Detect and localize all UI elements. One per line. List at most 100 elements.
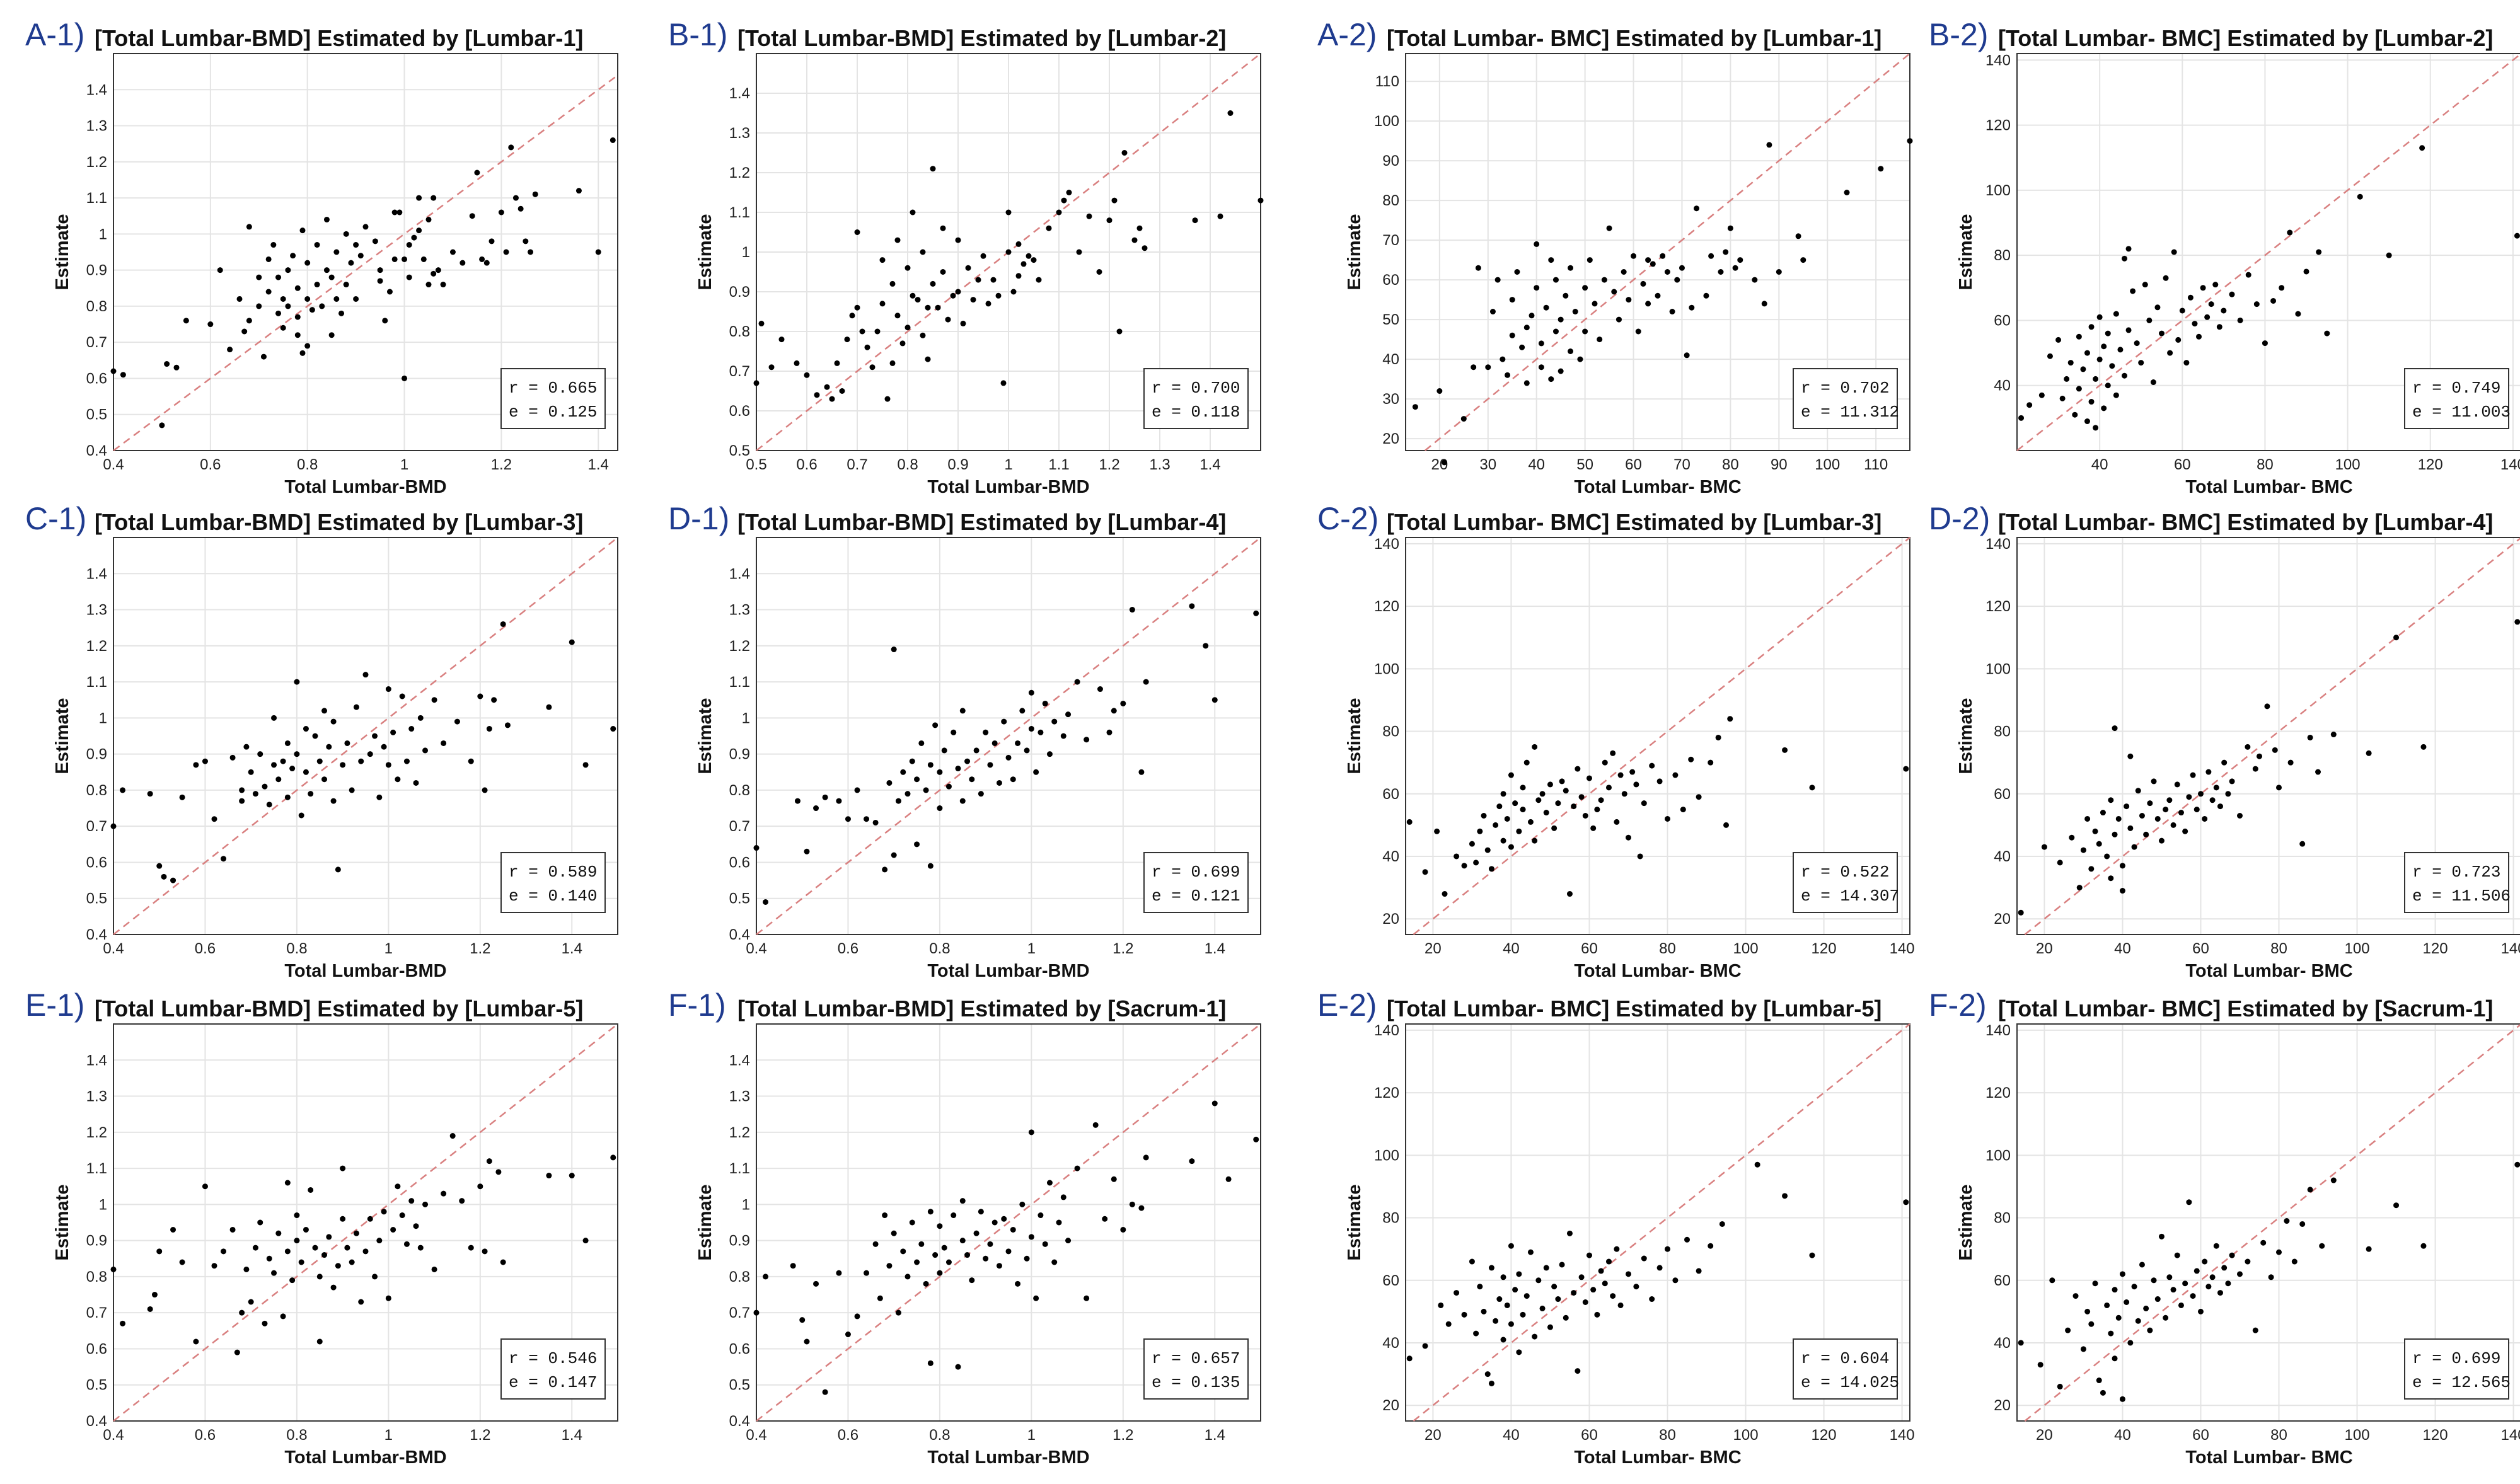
data-point bbox=[1605, 785, 1612, 791]
data-point bbox=[2088, 1321, 2095, 1327]
stat-r-value: r = 0.665 bbox=[509, 379, 597, 398]
data-point bbox=[299, 227, 306, 234]
data-point bbox=[1024, 1255, 1030, 1262]
data-point bbox=[1442, 459, 1448, 466]
data-point bbox=[1445, 1321, 1452, 1327]
data-point bbox=[923, 1280, 929, 1287]
x-tick-label: 50 bbox=[1576, 456, 1593, 473]
data-point bbox=[159, 422, 165, 429]
data-point bbox=[758, 320, 765, 326]
data-point bbox=[2093, 425, 2099, 431]
data-point bbox=[266, 802, 272, 808]
data-point bbox=[239, 787, 245, 793]
x-tick-label: 100 bbox=[2345, 940, 2370, 957]
data-point bbox=[316, 1274, 323, 1280]
data-point bbox=[937, 805, 943, 812]
data-point bbox=[1010, 289, 1017, 295]
data-point bbox=[1637, 853, 1643, 860]
data-point bbox=[372, 238, 378, 244]
data-point bbox=[990, 277, 997, 283]
y-tick-label: 0.7 bbox=[86, 818, 107, 835]
data-point bbox=[1551, 825, 1558, 831]
data-point bbox=[2076, 885, 2083, 891]
data-point bbox=[285, 267, 291, 273]
data-point bbox=[2125, 327, 2132, 333]
y-tick-label: 50 bbox=[1382, 311, 1399, 328]
data-point bbox=[2212, 282, 2219, 288]
data-point bbox=[1566, 1230, 1573, 1236]
data-point bbox=[1641, 1255, 1647, 1262]
data-point bbox=[2018, 1340, 2024, 1346]
data-point bbox=[1116, 328, 1123, 335]
data-point bbox=[1684, 352, 1690, 359]
data-point bbox=[1074, 1165, 1080, 1171]
stats-legend-box bbox=[1143, 852, 1249, 913]
data-point bbox=[2170, 822, 2176, 828]
data-point bbox=[459, 260, 466, 266]
data-point bbox=[323, 216, 330, 222]
data-point bbox=[1641, 800, 1647, 807]
identity-reference-line bbox=[2024, 537, 2520, 935]
data-point bbox=[221, 1248, 227, 1255]
data-point bbox=[294, 679, 300, 685]
y-tick-label: 120 bbox=[1374, 1084, 1399, 1101]
y-axis-label: Estimate bbox=[1344, 1185, 1365, 1261]
data-point bbox=[2393, 1202, 2400, 1209]
data-point bbox=[503, 249, 509, 255]
data-point bbox=[441, 740, 447, 746]
data-point bbox=[582, 762, 589, 768]
data-point bbox=[753, 1309, 760, 1316]
data-point bbox=[417, 715, 424, 721]
data-point bbox=[2200, 285, 2206, 291]
data-point bbox=[824, 384, 830, 390]
data-point bbox=[937, 769, 943, 775]
data-point bbox=[2105, 330, 2111, 336]
data-point bbox=[1475, 265, 1481, 271]
data-point bbox=[335, 866, 341, 873]
data-point bbox=[284, 794, 291, 800]
identity-reference-line bbox=[1413, 1023, 1910, 1422]
data-point bbox=[2174, 781, 2180, 788]
data-point bbox=[955, 766, 961, 772]
data-point bbox=[2088, 324, 2095, 330]
data-point bbox=[927, 1360, 933, 1366]
data-point bbox=[221, 856, 227, 862]
data-point bbox=[2130, 288, 2136, 294]
data-point bbox=[1028, 1234, 1034, 1240]
data-point bbox=[918, 1241, 925, 1247]
axes-frame bbox=[113, 1023, 618, 1422]
data-point bbox=[402, 375, 408, 381]
data-point bbox=[477, 693, 483, 699]
data-point bbox=[2186, 794, 2192, 800]
data-point bbox=[955, 289, 961, 295]
data-point bbox=[970, 297, 976, 303]
data-point bbox=[1523, 380, 1530, 386]
data-point bbox=[1672, 1277, 1679, 1284]
data-point bbox=[1578, 1274, 1585, 1280]
data-point bbox=[284, 1248, 291, 1255]
data-point bbox=[357, 253, 364, 259]
data-point bbox=[546, 704, 552, 710]
data-point bbox=[1065, 711, 1072, 718]
data-point bbox=[486, 1158, 492, 1165]
y-tick-label: 1.4 bbox=[729, 85, 750, 102]
data-point bbox=[179, 1259, 185, 1265]
data-point bbox=[358, 1299, 364, 1305]
data-point bbox=[1015, 740, 1021, 746]
data-point bbox=[1412, 404, 1418, 410]
data-point bbox=[1761, 301, 1767, 307]
data-point bbox=[110, 368, 117, 374]
data-point bbox=[1523, 325, 1530, 331]
data-point bbox=[854, 1313, 860, 1320]
y-tick-label: 1.2 bbox=[729, 1124, 750, 1141]
data-point bbox=[2101, 405, 2107, 411]
data-point bbox=[422, 747, 429, 754]
data-point bbox=[495, 1169, 502, 1175]
data-point bbox=[353, 242, 359, 248]
data-point bbox=[344, 740, 350, 746]
data-point bbox=[2229, 1252, 2235, 1258]
y-tick-label: 80 bbox=[1382, 723, 1399, 740]
data-point bbox=[1121, 150, 1128, 156]
data-point bbox=[1633, 1284, 1639, 1290]
data-point bbox=[965, 265, 971, 271]
